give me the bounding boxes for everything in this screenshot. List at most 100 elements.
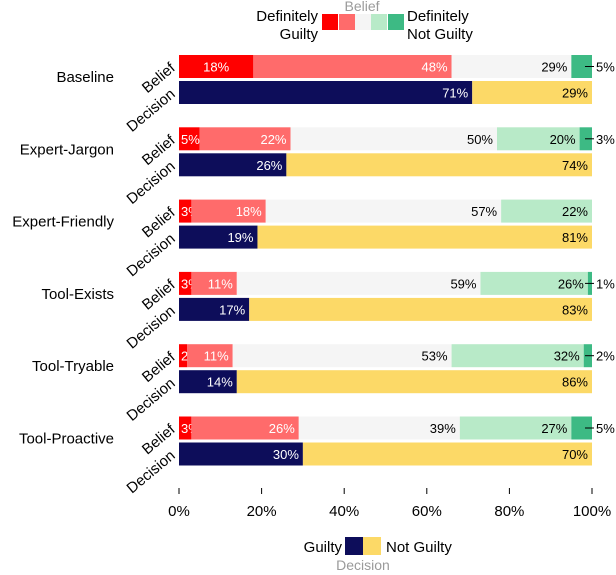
belief-bar-tool-proactive-seg-3 bbox=[459, 416, 572, 440]
belief-legend: Belief Definitely Guilty Definitely Not … bbox=[256, 0, 473, 43]
belief-data-label: 29% bbox=[541, 60, 567, 75]
decision-data-label: 86% bbox=[562, 375, 588, 390]
belief-bar-tool-exists-seg-0 bbox=[179, 271, 192, 295]
belief-data-label: 5% bbox=[596, 421, 615, 436]
x-tick-label: 60% bbox=[412, 503, 442, 520]
decision-data-label: 29% bbox=[562, 86, 588, 101]
belief-data-label: 53% bbox=[422, 349, 448, 364]
belief-data-label: 2% bbox=[596, 349, 615, 364]
belief-data-label: 18% bbox=[203, 60, 229, 75]
x-tick-label: 20% bbox=[247, 503, 277, 520]
belief-bar-tool-exists-seg-2 bbox=[236, 271, 481, 295]
x-tick-label: 0% bbox=[168, 503, 190, 520]
belief-bar-tool-proactive-seg-2 bbox=[298, 416, 460, 440]
category-label-tool-exists: Tool-Exists bbox=[41, 286, 114, 303]
belief-row-label: Belief bbox=[139, 204, 179, 242]
decision-data-label: 19% bbox=[227, 230, 253, 245]
belief-data-label: 5% bbox=[596, 60, 615, 75]
category-label-baseline: Baseline bbox=[56, 69, 114, 86]
belief-data-label: 27% bbox=[541, 421, 567, 436]
belief-data-label: 11% bbox=[204, 349, 229, 364]
decision-bar-expert-friendly-seg-0 bbox=[179, 225, 258, 249]
belief-bar-tool-proactive-seg-4 bbox=[571, 416, 592, 440]
x-tick-label: 100% bbox=[573, 503, 611, 520]
belief-data-label: 1% bbox=[596, 276, 615, 291]
decision-bar-tool-tryable-seg-0 bbox=[179, 370, 237, 394]
belief-bar-expert-friendly-seg-2 bbox=[265, 199, 502, 223]
decision-data-label: 30% bbox=[273, 447, 299, 462]
belief-bar-expert-jargon-seg-3 bbox=[497, 127, 580, 151]
belief-legend-left-label-1: Definitely bbox=[256, 8, 318, 25]
decision-bar-tool-proactive-seg-1 bbox=[302, 442, 592, 466]
decision-data-label: 17% bbox=[219, 302, 245, 317]
belief-legend-title: Belief bbox=[344, 0, 379, 14]
belief-row-label: Belief bbox=[139, 421, 179, 459]
legend-swatch-definitely-guilty bbox=[322, 14, 338, 30]
belief-bar-tool-tryable-seg-3 bbox=[451, 344, 584, 368]
belief-data-label: 39% bbox=[430, 421, 456, 436]
belief-data-label: 3% bbox=[596, 132, 615, 147]
decision-data-label: 74% bbox=[562, 158, 588, 173]
decision-bar-expert-jargon-seg-1 bbox=[286, 153, 592, 177]
decision-bar-baseline-seg-0 bbox=[179, 81, 473, 104]
belief-data-label: 11% bbox=[208, 276, 233, 291]
category-label-expert-friendly: Expert-Friendly bbox=[12, 214, 114, 231]
belief-bar-baseline-seg-0 bbox=[179, 55, 254, 78]
belief-data-label: 22% bbox=[260, 132, 286, 147]
belief-data-label: 22% bbox=[562, 204, 588, 219]
decision-bar-tool-exists-seg-0 bbox=[179, 297, 250, 321]
belief-data-label: 20% bbox=[550, 132, 576, 147]
legend-swatch-unsure bbox=[355, 14, 371, 30]
belief-bar-tool-tryable-seg-1 bbox=[187, 344, 233, 368]
decision-legend-right-label: Not Guilty bbox=[386, 539, 452, 556]
legend-swatch-not-guilty bbox=[363, 537, 381, 555]
decision-bar-baseline-seg-1 bbox=[472, 81, 592, 104]
belief-data-label: 32% bbox=[554, 349, 580, 364]
decision-bar-tool-exists-seg-1 bbox=[249, 297, 592, 321]
decision-legend-title: Decision bbox=[336, 557, 390, 573]
belief-bar-expert-friendly-seg-0 bbox=[179, 199, 192, 223]
belief-data-label: 48% bbox=[422, 60, 448, 75]
belief-bar-baseline-seg-2 bbox=[451, 55, 572, 78]
decision-bar-tool-proactive-seg-0 bbox=[179, 442, 303, 466]
belief-data-label: 26% bbox=[558, 276, 584, 291]
decision-legend-left-label: Guilty bbox=[304, 539, 343, 556]
belief-data-label: 50% bbox=[467, 132, 493, 147]
belief-row-label: Belief bbox=[139, 276, 179, 314]
category-label-expert-jargon: Expert-Jargon bbox=[20, 141, 114, 158]
belief-data-label: 59% bbox=[450, 276, 476, 291]
belief-legend-right-label-1: Definitely bbox=[407, 8, 469, 25]
belief-bar-expert-jargon-seg-2 bbox=[290, 127, 498, 151]
legend-swatch-guilty bbox=[345, 537, 363, 555]
belief-bar-tool-proactive-seg-0 bbox=[179, 416, 192, 440]
belief-bar-tool-tryable-seg-2 bbox=[232, 344, 452, 368]
decision-data-label: 26% bbox=[256, 158, 282, 173]
belief-bar-tool-exists-seg-1 bbox=[191, 271, 237, 295]
decision-data-label: 81% bbox=[562, 230, 588, 245]
decision-data-label: 71% bbox=[442, 86, 468, 101]
decision-bar-tool-tryable-seg-1 bbox=[236, 370, 592, 394]
belief-data-label: 57% bbox=[471, 204, 497, 219]
legend-swatch-probably-not-guilty bbox=[371, 14, 387, 30]
belief-bar-expert-jargon-seg-1 bbox=[199, 127, 291, 151]
belief-row-label: Belief bbox=[139, 59, 179, 97]
decision-bar-expert-jargon-seg-0 bbox=[179, 153, 287, 177]
x-axis: 0% 20% 40% 60% 80% 100% bbox=[168, 488, 611, 520]
decision-bar-expert-friendly-seg-1 bbox=[257, 225, 592, 249]
belief-data-label: 5% bbox=[181, 132, 200, 147]
belief-bar-baseline-seg-4 bbox=[571, 55, 592, 78]
decision-legend: Guilty Not Guilty Decision bbox=[304, 537, 452, 573]
decision-data-label: 83% bbox=[562, 302, 588, 317]
decision-data-label: 70% bbox=[562, 447, 588, 462]
category-label-tool-proactive: Tool-Proactive bbox=[19, 431, 114, 448]
belief-bar-expert-jargon-seg-0 bbox=[179, 127, 200, 151]
belief-legend-left-label-2: Guilty bbox=[280, 26, 319, 43]
belief-bar-expert-friendly-seg-3 bbox=[501, 199, 592, 223]
belief-bar-expert-friendly-seg-1 bbox=[191, 199, 266, 223]
category-label-tool-tryable: Tool-Tryable bbox=[32, 358, 114, 375]
legend-swatch-definitely-not-guilty bbox=[388, 14, 404, 30]
x-tick-label: 80% bbox=[494, 503, 524, 520]
belief-row-label: Belief bbox=[139, 131, 179, 169]
